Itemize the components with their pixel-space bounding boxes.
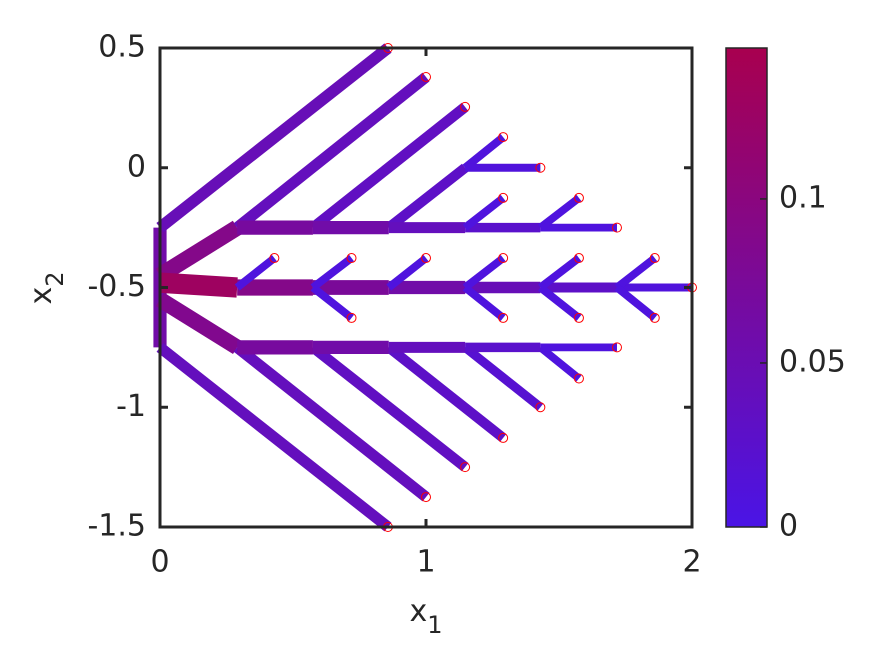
edge — [462, 284, 506, 321]
edge — [537, 344, 582, 382]
colorbar-tick-label: 0 — [779, 509, 798, 544]
edge — [310, 284, 354, 321]
leaf-point — [498, 312, 509, 323]
leaf-point — [346, 312, 357, 323]
y-axis-label-main: x — [24, 287, 59, 305]
leaf-point — [421, 492, 431, 503]
x-axis-label-sub: 1 — [427, 611, 442, 639]
edge — [614, 254, 658, 291]
y-axis-label: x2 — [24, 271, 70, 304]
edge — [309, 102, 469, 232]
y-tick-label: 0 — [127, 149, 146, 184]
edge — [310, 254, 354, 291]
leaf-point — [269, 253, 280, 264]
leaf-point — [573, 192, 584, 203]
edge — [156, 43, 392, 233]
edge — [462, 254, 506, 291]
edge — [233, 72, 430, 232]
edge — [159, 272, 238, 298]
y-tick-label: -0.5 — [87, 269, 146, 304]
edge — [234, 254, 277, 291]
leaf-point — [460, 101, 471, 112]
x-axis-label: x1 — [409, 594, 442, 640]
edge — [233, 343, 430, 502]
leaf-point — [421, 71, 431, 82]
leaf-point — [535, 402, 546, 413]
edge — [156, 343, 392, 532]
leaf-point — [573, 312, 584, 323]
leaf-point — [421, 253, 431, 264]
x-tick-label: 0 — [150, 545, 169, 580]
colorbar-tick-label: 0.05 — [779, 344, 846, 379]
colorbar-tick-label: 0.1 — [779, 180, 827, 215]
edge — [614, 284, 658, 321]
x-tick-label: 1 — [416, 545, 435, 580]
leaf-point — [346, 253, 357, 264]
edge — [155, 220, 242, 283]
edge — [538, 254, 582, 291]
y-tick-label: -1.5 — [87, 509, 146, 544]
edge — [462, 133, 506, 171]
leaf-point — [498, 432, 509, 443]
edge — [537, 284, 582, 321]
leaf-point — [573, 373, 584, 384]
edge — [462, 194, 506, 231]
leaf-point — [611, 342, 622, 353]
y-axis-label-sub: 2 — [41, 271, 69, 286]
leaf-point — [460, 462, 471, 473]
leaf-point — [573, 253, 584, 264]
edge — [309, 343, 469, 472]
y-tick-label: -1 — [116, 389, 146, 424]
edge — [385, 343, 507, 442]
edge — [155, 292, 242, 355]
x-axis-label-main: x — [409, 594, 427, 629]
x-tick-label: 2 — [682, 545, 701, 580]
y-tick-label: 0.5 — [98, 30, 146, 65]
colorbar — [725, 47, 768, 528]
leaf-point — [498, 192, 509, 203]
edge — [385, 163, 469, 232]
leaf-point — [649, 253, 660, 264]
edge — [462, 343, 544, 411]
edge — [537, 194, 582, 231]
leaf-point — [498, 132, 509, 143]
leaf-point — [498, 253, 509, 264]
leaf-point — [649, 312, 660, 323]
leaf-point — [611, 222, 622, 233]
leaf-point — [535, 162, 546, 173]
edge — [386, 254, 429, 291]
